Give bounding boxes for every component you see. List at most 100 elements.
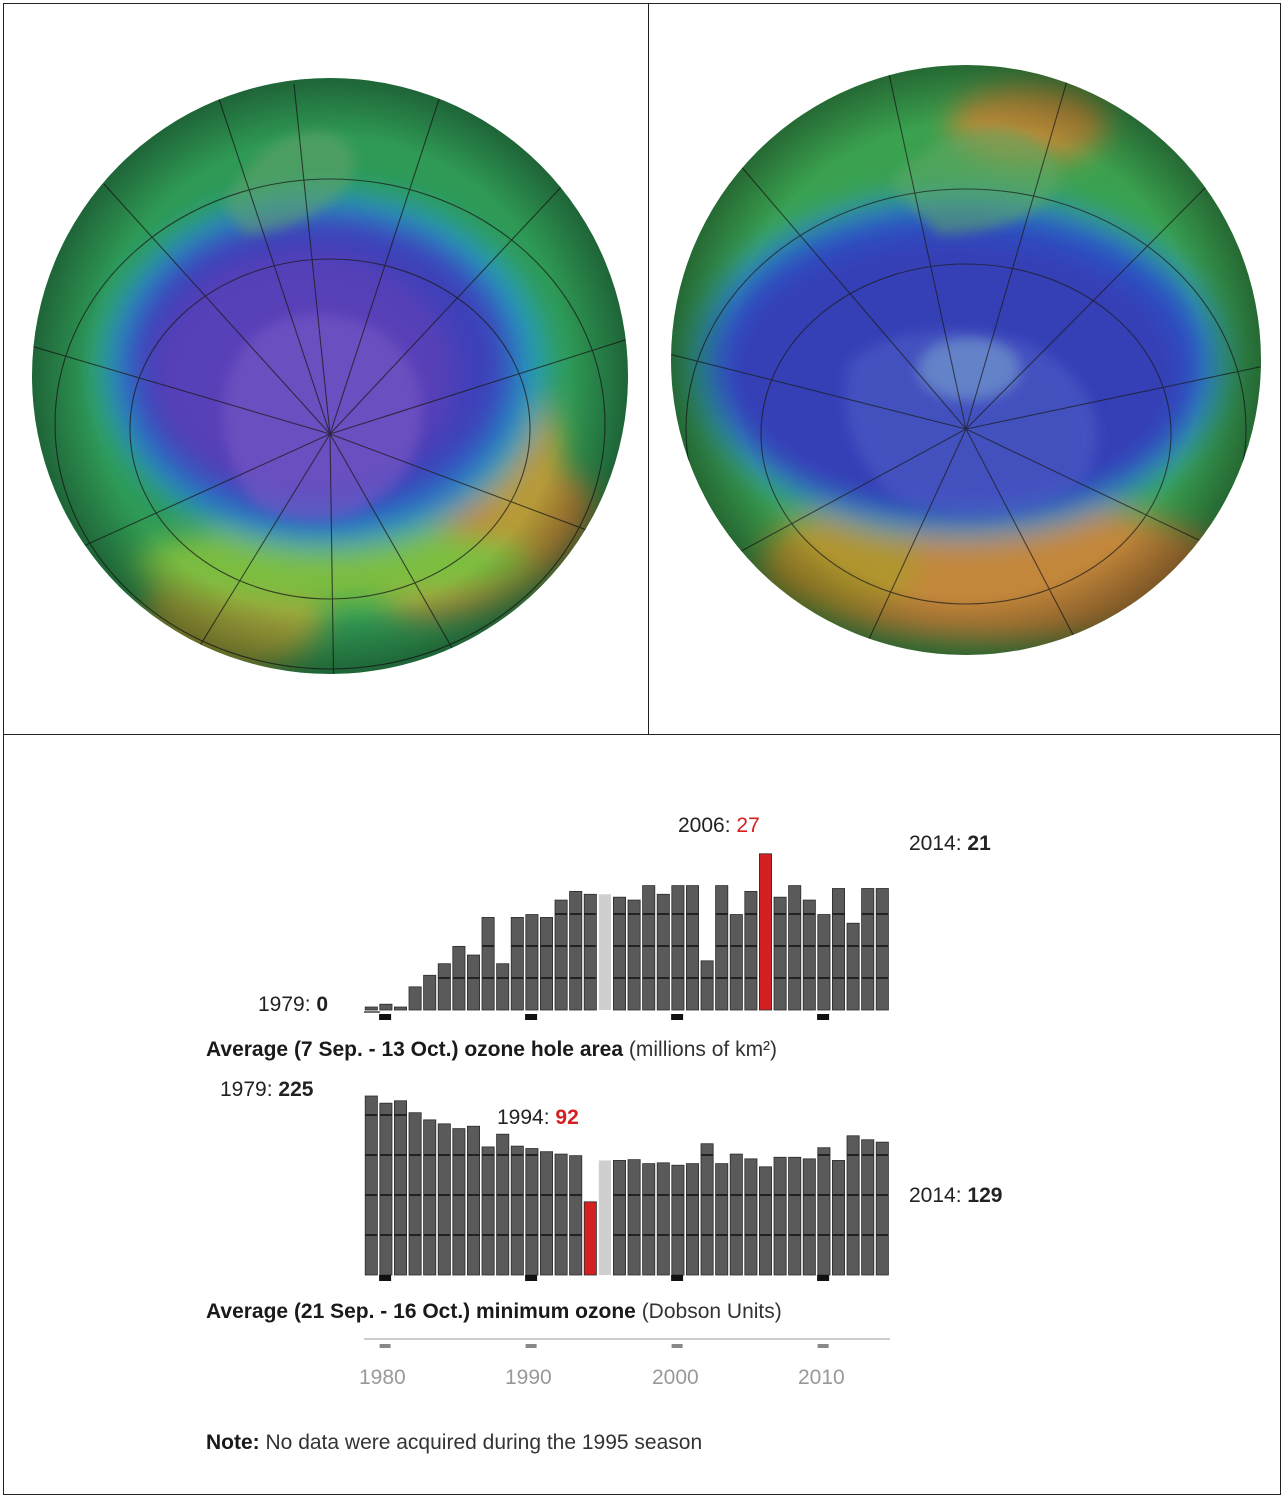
bar-1993 <box>569 890 583 1011</box>
bar-1980 <box>379 1003 393 1011</box>
annotation-1979-ozone: 1979: 225 <box>220 1078 313 1102</box>
decade-marker-2000 <box>671 1275 684 1281</box>
bar-1986 <box>466 1125 480 1276</box>
bar-missing-1995 <box>598 894 611 1010</box>
annotation-2006-area: 2006: 27 <box>678 814 760 838</box>
annotation-year: 1994: <box>497 1106 550 1129</box>
bar-1994 <box>583 1201 597 1276</box>
annotation-year: 1979: <box>220 1078 273 1101</box>
x-tick-label: 2000 <box>652 1366 699 1389</box>
ozone-charts <box>364 853 890 1348</box>
bar-1987 <box>481 917 495 1011</box>
bar-2000 <box>671 1164 685 1276</box>
bar-1992 <box>554 899 568 1011</box>
bar-2007 <box>773 896 787 1011</box>
annotation-2014-ozone: 2014: 129 <box>909 1184 1002 1208</box>
bar-2004 <box>729 1153 743 1276</box>
bar-2001 <box>686 885 700 1011</box>
bar-1984 <box>437 963 451 1011</box>
bar-1979 <box>364 1095 378 1276</box>
decade-marker-1990 <box>525 1275 538 1281</box>
decade-marker-1980 <box>379 1275 392 1281</box>
caption-bold: Average (7 Sep. - 13 Oct.) ozone hole ar… <box>206 1038 624 1061</box>
decade-marker-2010 <box>817 1275 830 1281</box>
bar-1990 <box>525 1148 539 1276</box>
figure-frame <box>3 3 1281 1495</box>
bar-1993 <box>569 1155 583 1276</box>
annotation-year: 2014: <box>909 1184 962 1207</box>
x-tick-label: 1980 <box>359 1366 406 1389</box>
annotation-2014-area: 2014: 21 <box>909 832 991 856</box>
ozone-globe-left <box>4 4 648 734</box>
bar-2013 <box>861 888 875 1011</box>
note-label: Note: <box>206 1431 260 1454</box>
bar-missing-1995 <box>598 1160 611 1275</box>
caption-unit: (Dobson Units) <box>641 1300 782 1323</box>
bar-2014 <box>875 1141 889 1276</box>
ozone-hole-area-bars <box>364 853 889 1020</box>
bar-2012 <box>846 922 860 1011</box>
x-tick-1990 <box>525 1344 537 1348</box>
bar-1999 <box>656 1162 670 1276</box>
x-tick-2000 <box>671 1344 683 1348</box>
annotation-value: 21 <box>967 832 991 855</box>
decade-marker-2010 <box>817 1014 830 1020</box>
bar-2006 <box>759 1166 773 1276</box>
annotation-1994-ozone: 1994: 92 <box>497 1106 579 1130</box>
bar-2013 <box>861 1139 875 1276</box>
ozone-globe-right <box>649 4 1280 734</box>
bar-1983 <box>423 974 437 1011</box>
bar-2008 <box>788 885 802 1011</box>
x-tick-label: 2010 <box>798 1366 845 1389</box>
bar-2010 <box>817 914 831 1011</box>
annotation-year: 2014: <box>909 832 962 855</box>
bar-2011 <box>832 1160 846 1276</box>
bar-2005 <box>744 890 758 1011</box>
bar-1994 <box>583 893 597 1011</box>
bar-1996 <box>613 896 627 1011</box>
bar-1980 <box>379 1102 393 1276</box>
annotation-value: 225 <box>278 1078 314 1101</box>
decade-marker-1980 <box>379 1014 392 1020</box>
bar-1984 <box>437 1123 451 1276</box>
bar-1996 <box>613 1160 627 1276</box>
bar-1985 <box>452 1128 466 1276</box>
divider-horizontal <box>3 734 1281 735</box>
bar-2012 <box>846 1135 860 1276</box>
divider-vertical <box>648 3 649 734</box>
annotation-value: 27 <box>736 814 760 837</box>
bar-2009 <box>802 899 816 1011</box>
bar-1991 <box>540 1151 554 1276</box>
x-tick-1980 <box>379 1344 391 1348</box>
bar-1981 <box>393 1100 407 1276</box>
bar-2011 <box>832 888 846 1011</box>
bar-1998 <box>642 885 656 1011</box>
bar-2005 <box>744 1158 758 1276</box>
x-tick-label: 1990 <box>505 1366 552 1389</box>
bar-2009 <box>802 1158 816 1276</box>
bar-2003 <box>715 885 729 1011</box>
bar-1997 <box>627 1159 641 1276</box>
minimum-ozone-bars <box>364 1095 889 1281</box>
annotation-year: 1979: <box>258 993 311 1016</box>
bar-1988 <box>496 1133 510 1276</box>
bar-1998 <box>642 1163 656 1276</box>
bar-1979 <box>364 1006 378 1011</box>
bar-2007 <box>773 1156 787 1276</box>
bar-2000 <box>671 885 685 1011</box>
bar-1992 <box>554 1153 568 1276</box>
annotation-1979-area: 1979: 0 <box>258 993 328 1017</box>
bar-2001 <box>686 1163 700 1276</box>
x-axis <box>364 1011 890 1348</box>
bar-1990 <box>525 914 539 1011</box>
caption-bold: Average (21 Sep. - 16 Oct.) minimum ozon… <box>206 1300 636 1323</box>
bar-1997 <box>627 899 641 1011</box>
bar-2004 <box>729 914 743 1011</box>
bar-1981 <box>393 1006 407 1011</box>
note: Note: No data were acquired during the 1… <box>206 1431 702 1455</box>
bar-1991 <box>540 917 554 1011</box>
bar-1986 <box>466 954 480 1011</box>
bar-2002 <box>700 1143 714 1276</box>
bar-2014 <box>875 888 889 1011</box>
annotation-value: 0 <box>316 993 329 1016</box>
